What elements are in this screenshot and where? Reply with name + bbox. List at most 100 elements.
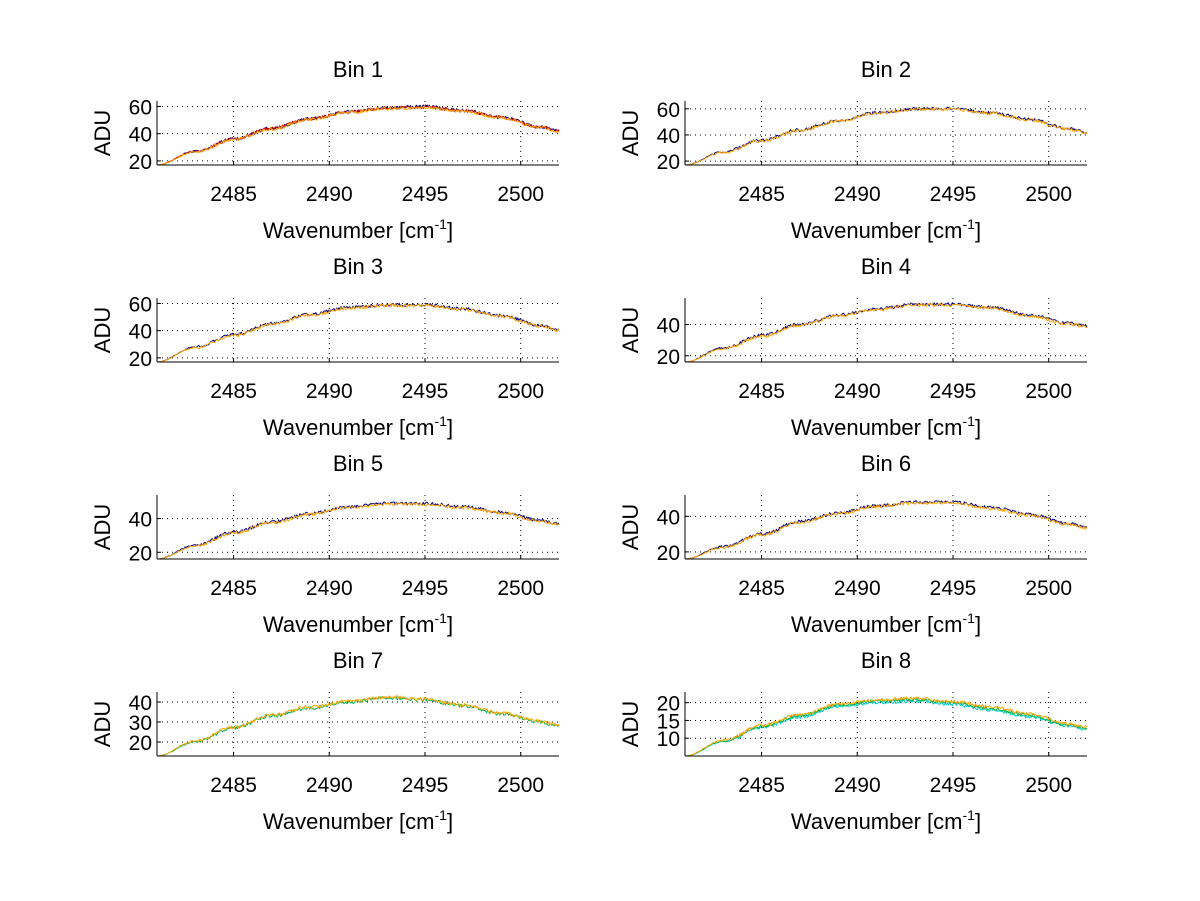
subplot-4: 2485 2490 2495 2500 20 40 Bin 4 Wavenumber [cm-… — [618, 254, 1088, 440]
y-tick-label: 40 — [129, 124, 152, 147]
y-axis-label: ADU — [90, 307, 115, 353]
y-tick-label: 30 — [129, 712, 152, 735]
series-line-series-2 — [685, 303, 1088, 363]
series-line-series-1 — [685, 500, 1088, 560]
x-tick-label: 2500 — [1025, 774, 1072, 797]
series-line-series-2 — [157, 303, 560, 363]
x-tick-label: 2490 — [306, 380, 353, 403]
y-tick-label: 60 — [657, 99, 680, 122]
x-tick-label: 2500 — [1025, 577, 1072, 600]
y-tick-label: 60 — [129, 293, 152, 316]
x-tick-label: 2495 — [402, 577, 449, 600]
subplot-title: Bin 4 — [861, 254, 911, 279]
x-tick-label: 2500 — [1025, 183, 1072, 206]
y-tick-label: 20 — [657, 693, 680, 716]
x-axis-label-end: ] — [447, 218, 453, 243]
subplot-title: Bin 7 — [333, 648, 383, 673]
series-line-series-3 — [157, 105, 560, 166]
x-tick-label: 2495 — [402, 774, 449, 797]
x-axis-label-end: ] — [447, 809, 453, 834]
subplot-2: 2485 2490 2495 2500 20 40 60 Bin 2 Wavenumber [c… — [618, 57, 1088, 243]
series-line-series-2 — [157, 695, 560, 757]
y-axis-label: ADU — [618, 307, 643, 353]
y-axis-label: ADU — [90, 110, 115, 156]
x-axis-label: Wavenumber [cm-1] — [263, 413, 453, 440]
x-axis-label-text: Wavenumber [cm — [263, 809, 435, 834]
x-axis-label-text: Wavenumber [cm — [791, 415, 963, 440]
series-line-series-1 — [685, 106, 1088, 166]
subplot-6: 2485 2490 2495 2500 20 40 Bin 6 Wavenumber [cm-… — [618, 451, 1088, 637]
x-tick-label: 2500 — [1025, 380, 1072, 403]
y-tick-label: 20 — [657, 346, 680, 369]
y-tick-label: 40 — [657, 315, 680, 338]
y-axis-label: ADU — [618, 701, 643, 747]
y-tick-label: 20 — [129, 542, 152, 565]
x-tick-label: 2485 — [210, 577, 257, 600]
series-line-series-1 — [685, 699, 1088, 757]
x-axis-label-end: ] — [447, 415, 453, 440]
y-tick-label: 20 — [657, 151, 680, 174]
series-line-series-1 — [157, 501, 560, 560]
x-axis-label-superscript: -1 — [963, 610, 976, 626]
x-axis-label-superscript: -1 — [435, 413, 448, 429]
y-tick-label: 20 — [129, 348, 152, 371]
x-tick-label: 2485 — [738, 380, 785, 403]
subplot-title: Bin 8 — [861, 648, 911, 673]
y-axis-label: ADU — [90, 504, 115, 550]
x-tick-label: 2495 — [402, 380, 449, 403]
x-axis-label-end: ] — [975, 612, 981, 637]
x-axis-label-text: Wavenumber [cm — [263, 218, 435, 243]
series-line-series-2 — [685, 107, 1088, 166]
x-axis-label-superscript: -1 — [963, 216, 976, 232]
y-tick-label: 60 — [129, 96, 152, 119]
x-axis-label: Wavenumber [cm-1] — [263, 610, 453, 637]
x-tick-label: 2495 — [402, 183, 449, 206]
subplot-5: 2485 2490 2495 2500 20 40 Bin 5 Wavenumber [cm-… — [90, 451, 560, 637]
x-tick-label: 2490 — [306, 577, 353, 600]
x-axis-label-text: Wavenumber [cm — [791, 809, 963, 834]
x-tick-label: 2485 — [738, 183, 785, 206]
y-tick-label: 10 — [657, 728, 680, 751]
x-axis-label-end: ] — [975, 809, 981, 834]
x-tick-label: 2495 — [930, 774, 977, 797]
x-axis-label: Wavenumber [cm-1] — [263, 807, 453, 834]
x-axis-label-text: Wavenumber [cm — [791, 218, 963, 243]
series-line-series-1 — [157, 696, 560, 757]
y-tick-label: 40 — [657, 506, 680, 529]
x-tick-label: 2500 — [497, 577, 544, 600]
x-tick-label: 2490 — [306, 183, 353, 206]
y-axis-label: ADU — [618, 504, 643, 550]
subplot-title: Bin 5 — [333, 451, 383, 476]
y-axis-label: ADU — [618, 110, 643, 156]
x-axis-label: Wavenumber [cm-1] — [791, 216, 981, 243]
x-axis-label-superscript: -1 — [963, 807, 976, 823]
x-tick-label: 2485 — [738, 774, 785, 797]
x-axis-label-superscript: -1 — [435, 216, 448, 232]
subplot-3: 2485 2490 2495 2500 20 40 60 Bin 3 Wavenumber [c… — [90, 254, 560, 440]
series-line-series-3 — [685, 696, 1088, 757]
y-axis-label: ADU — [90, 701, 115, 747]
x-tick-label: 2495 — [930, 183, 977, 206]
subplot-title: Bin 1 — [333, 57, 383, 82]
series-line-series-2 — [685, 697, 1088, 757]
x-tick-label: 2485 — [210, 183, 257, 206]
y-tick-label: 20 — [129, 151, 152, 174]
series-line-series-2 — [685, 501, 1088, 560]
y-tick-label: 40 — [129, 509, 152, 532]
subplot-title: Bin 2 — [861, 57, 911, 82]
y-tick-label: 40 — [657, 125, 680, 148]
subplot-title: Bin 3 — [333, 254, 383, 279]
series-line-series-2 — [157, 502, 560, 560]
series-line-series-1 — [685, 302, 1088, 363]
x-tick-label: 2490 — [834, 774, 881, 797]
x-axis-label-text: Wavenumber [cm — [263, 612, 435, 637]
series-line-series-2 — [157, 105, 560, 166]
x-tick-label: 2490 — [834, 380, 881, 403]
subplot-1: 2485 2490 2495 2500 20 40 60 Bin 1 Wavenumber [c… — [90, 57, 560, 243]
x-tick-label: 2495 — [930, 577, 977, 600]
series-line-series-1 — [157, 104, 560, 166]
x-tick-label: 2490 — [306, 774, 353, 797]
